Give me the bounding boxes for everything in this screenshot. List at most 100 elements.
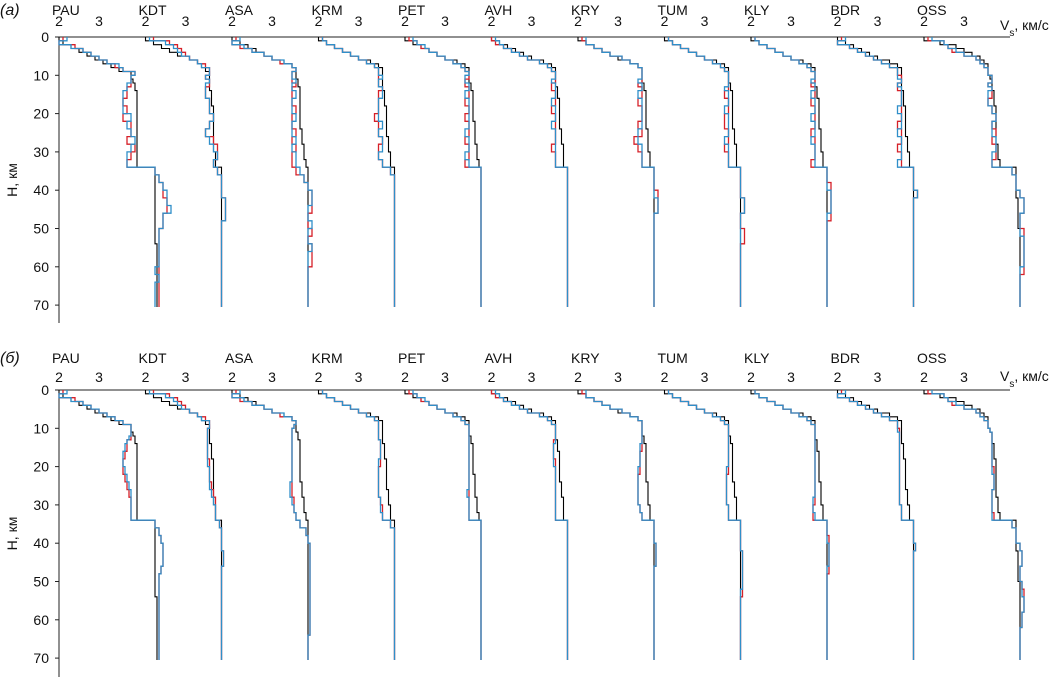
station-label: AVH [485,2,513,18]
profile-line-model-blue-kdt [148,390,225,660]
profile-line-model-blue-pau [58,390,164,660]
profile-line-model-red-asa [231,390,311,660]
y-tick-label: 70 [33,650,49,666]
profile-line-model-blue-krm [321,37,396,307]
profile-line-model-red-krm [321,390,396,660]
x-axis-label-sub: s [1009,379,1014,390]
station-label: PAU [52,2,80,18]
station-label: KRM [312,350,343,366]
x-axis-label-main: V [1000,368,1010,384]
profile-line-model-blue-bdr [836,37,919,307]
x-tick-label: 3 [960,13,968,29]
y-tick-label: 70 [33,297,49,313]
x-tick-label: 3 [874,369,882,385]
panel-label: (б) [0,350,20,367]
station-group-pau: PAU 2 3 [52,2,172,307]
profile-line-model-blue-tum [667,37,746,307]
x-tick-label: 2 [834,369,842,385]
x-tick-label: 3 [528,369,536,385]
x-tick-label: 2 [228,369,236,385]
profile-line-model-blue-asa [231,390,311,660]
profile-line-model-blue-avh [494,37,569,307]
y-axis-label: H, км [4,517,20,551]
x-tick-label: 2 [574,13,582,29]
profile-line-model-red-pau [58,390,164,660]
station-label: KDT [139,2,167,18]
profile-line-reference-pau [58,390,158,660]
station-label: TUM [658,2,688,18]
y-tick-label: 0 [41,29,49,45]
station-label: PET [398,350,426,366]
station-label: KRY [571,350,600,366]
x-tick-label: 3 [182,13,190,29]
x-axis-label-unit: , км/с [1014,368,1048,384]
profile-line-model-blue-oss [931,390,1025,660]
y-tick-label: 0 [41,382,49,398]
profile-line-model-red-krm [321,37,396,307]
profile-line-model-blue-kly [754,390,830,660]
station-label: TUM [658,350,688,366]
x-tick-label: 2 [55,369,63,385]
profile-line-model-blue-kly [754,37,832,307]
x-tick-label: 2 [401,13,409,29]
y-tick-label: 30 [33,497,49,513]
x-tick-label: 2 [142,13,150,29]
x-axis-label: Vs, км/с [1000,17,1049,39]
profile-line-model-red-oss [927,390,1025,660]
station-label: BDR [831,350,861,366]
y-tick-label: 20 [33,459,49,475]
profile-line-model-red-kly [754,37,832,307]
x-tick-label: 2 [574,369,582,385]
x-tick-label: 2 [488,13,496,29]
x-axis-label: Vs, км/с [1000,368,1049,390]
x-tick-label: 3 [95,13,103,29]
y-axis-label: H, км [4,163,20,197]
profile-line-model-blue-kdt [148,37,227,307]
x-tick-label: 3 [182,369,190,385]
profile-line-reference-asa [231,390,309,660]
profile-line-model-red-kdt [152,390,225,660]
panel-label: (а) [0,2,20,19]
x-tick-label: 2 [661,369,669,385]
station-label: KDT [139,350,167,366]
profile-line-model-red-tum [667,390,744,660]
profile-line-model-red-kry [581,37,659,307]
x-tick-label: 3 [355,13,363,29]
x-tick-label: 3 [614,13,622,29]
x-tick-label: 3 [355,369,363,385]
profile-line-model-blue-pau [58,37,172,307]
x-tick-label: 3 [787,13,795,29]
x-tick-label: 3 [528,13,536,29]
x-tick-label: 2 [747,13,755,29]
station-label: OSS [917,2,947,18]
profile-line-reference-oss [923,390,1021,660]
station-label: BDR [831,2,861,18]
y-tick-label: 40 [33,182,49,198]
station-label: PET [398,2,426,18]
x-axis-label-sub: s [1009,28,1014,39]
x-tick-label: 2 [488,369,496,385]
profile-line-model-red-pet [408,390,482,660]
y-tick-label: 50 [33,221,49,237]
y-tick-label: 10 [33,420,49,436]
x-tick-label: 2 [315,13,323,29]
y-tick-label: 60 [33,259,49,275]
x-tick-label: 3 [268,369,276,385]
station-label: ASA [225,350,254,366]
x-tick-label: 2 [142,369,150,385]
